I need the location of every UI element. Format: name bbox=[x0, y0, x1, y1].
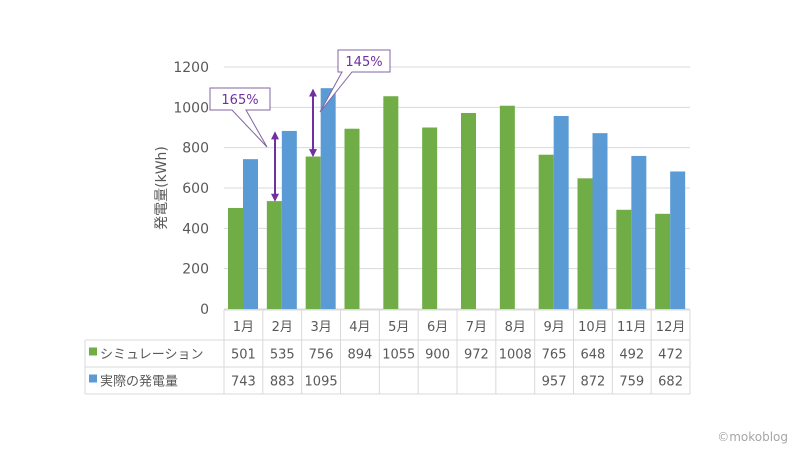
bar-actual bbox=[281, 130, 297, 309]
y-tick-label: 200 bbox=[182, 262, 209, 278]
y-tick-label: 1200 bbox=[173, 60, 209, 76]
bar-simulation bbox=[266, 201, 282, 309]
watermark: ©mokoblog bbox=[717, 430, 788, 444]
data-table-value: 756 bbox=[309, 348, 334, 363]
bar-simulation bbox=[655, 213, 671, 309]
data-table-value: 535 bbox=[270, 348, 295, 363]
data-table-value: 765 bbox=[542, 348, 567, 363]
legend-swatch bbox=[89, 374, 97, 383]
bar-simulation bbox=[228, 207, 243, 309]
data-table-value: 1055 bbox=[382, 348, 415, 363]
bar-simulation bbox=[616, 209, 632, 309]
data-table-value: 682 bbox=[658, 375, 683, 390]
x-tick-label: 1月 bbox=[233, 320, 254, 335]
callout-label: 165% bbox=[221, 93, 258, 108]
data-table-value: 1008 bbox=[499, 348, 532, 363]
bar-simulation bbox=[499, 105, 515, 309]
legend-label: シミュレーション bbox=[100, 348, 203, 363]
y-tick-label: 1000 bbox=[173, 100, 209, 116]
y-tick-label: 0 bbox=[200, 302, 209, 318]
x-tick-label: 4月 bbox=[349, 320, 370, 335]
bar-simulation bbox=[305, 156, 321, 309]
bar-actual bbox=[631, 155, 647, 309]
data-table-value: 900 bbox=[425, 348, 450, 363]
bar-simulation bbox=[422, 127, 438, 309]
data-table-value: 743 bbox=[231, 375, 256, 390]
x-tick-label: 9月 bbox=[543, 320, 564, 335]
bars bbox=[228, 88, 686, 309]
data-table-value: 972 bbox=[464, 348, 489, 363]
bar-simulation bbox=[577, 178, 593, 309]
callout-box bbox=[319, 49, 391, 113]
data-table-value: 894 bbox=[348, 348, 373, 363]
legend-swatch bbox=[89, 347, 97, 356]
bar-actual bbox=[553, 116, 569, 309]
y-axis-label: 発電量(kWh) bbox=[154, 146, 170, 230]
callout-box bbox=[209, 87, 271, 148]
x-tick-label: 6月 bbox=[427, 320, 448, 335]
x-tick-label: 11月 bbox=[617, 320, 647, 335]
bar-simulation bbox=[344, 128, 360, 309]
x-tick-label: 5月 bbox=[388, 320, 409, 335]
y-tick-label: 800 bbox=[182, 141, 209, 157]
x-tick-label: 12月 bbox=[656, 320, 686, 335]
y-tick-labels: 0 200 400 600 800 1000 1200 bbox=[173, 60, 209, 318]
data-table-value: 648 bbox=[581, 348, 606, 363]
data-table-value: 957 bbox=[542, 375, 567, 390]
bar-actual bbox=[243, 159, 258, 309]
bar-actual bbox=[670, 171, 686, 309]
data-table-value: 1095 bbox=[305, 375, 338, 390]
x-tick-label: 8月 bbox=[505, 320, 526, 335]
x-tick-label: 7月 bbox=[466, 320, 487, 335]
x-tick-label: 2月 bbox=[272, 320, 293, 335]
bar-actual bbox=[320, 88, 336, 309]
gridlines bbox=[224, 66, 690, 310]
data-table-value: 501 bbox=[231, 348, 256, 363]
bar-simulation bbox=[461, 112, 476, 309]
x-tick-label: 3月 bbox=[310, 320, 331, 335]
bar-simulation bbox=[538, 154, 554, 309]
callout-label: 145% bbox=[345, 55, 382, 70]
annotations: 165% 145% bbox=[209, 49, 391, 202]
x-tick-label: 10月 bbox=[578, 320, 608, 335]
bar-actual bbox=[592, 133, 608, 309]
data-table-value: 883 bbox=[270, 375, 295, 390]
data-table-value: 472 bbox=[658, 348, 683, 363]
legend-label: 実際の発電量 bbox=[100, 374, 178, 390]
y-tick-label: 600 bbox=[182, 181, 209, 197]
data-table-value: 492 bbox=[619, 348, 644, 363]
y-tick-label: 400 bbox=[182, 221, 209, 237]
bar-simulation bbox=[383, 96, 399, 309]
data-table-value: 872 bbox=[581, 375, 606, 390]
data-table-value: 759 bbox=[619, 375, 644, 390]
